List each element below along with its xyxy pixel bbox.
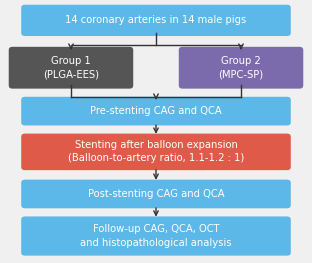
Text: Pre-stenting CAG and QCA: Pre-stenting CAG and QCA [90, 106, 222, 116]
Text: Stenting after balloon expansion
(Balloon-to-artery ratio, 1.1-1.2 : 1): Stenting after balloon expansion (Balloo… [68, 140, 244, 164]
Text: Post-stenting CAG and QCA: Post-stenting CAG and QCA [88, 189, 224, 199]
FancyBboxPatch shape [21, 180, 291, 208]
FancyBboxPatch shape [9, 47, 133, 89]
FancyBboxPatch shape [179, 47, 303, 89]
Text: Group 1
(PLGA-EES): Group 1 (PLGA-EES) [43, 56, 99, 79]
Text: Follow-up CAG, QCA, OCT
and histopathological analysis: Follow-up CAG, QCA, OCT and histopatholo… [80, 224, 232, 248]
Text: 14 coronary arteries in 14 male pigs: 14 coronary arteries in 14 male pigs [66, 15, 246, 26]
FancyBboxPatch shape [21, 216, 291, 256]
FancyBboxPatch shape [21, 97, 291, 125]
FancyBboxPatch shape [21, 5, 291, 36]
FancyBboxPatch shape [21, 134, 291, 170]
Text: Group 2
(MPC-SP): Group 2 (MPC-SP) [218, 56, 264, 79]
